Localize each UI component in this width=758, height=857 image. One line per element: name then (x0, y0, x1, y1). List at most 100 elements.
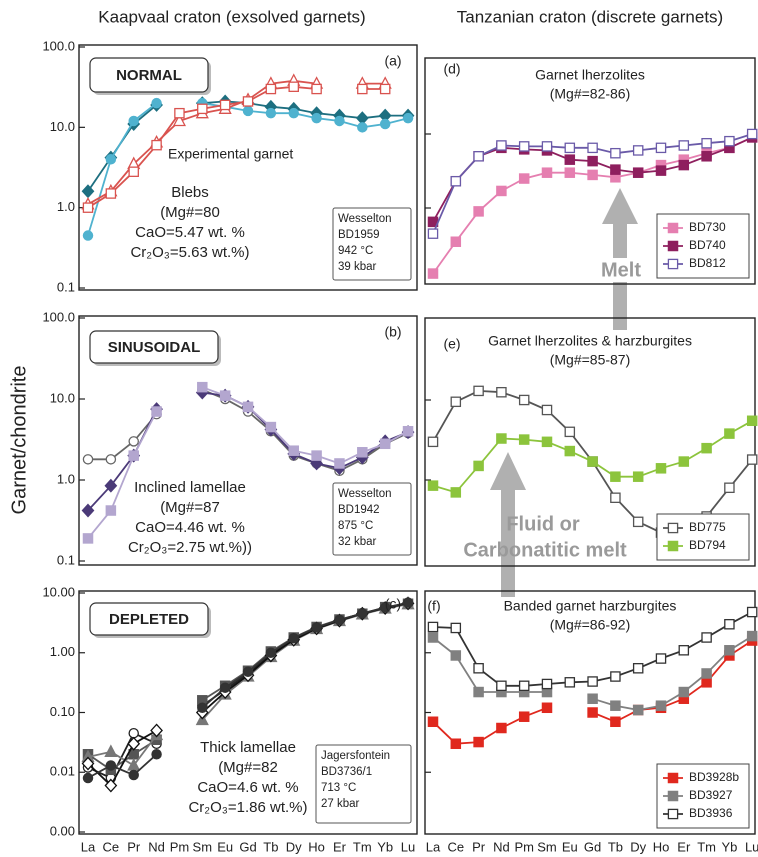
x-tick-label: Sm (193, 839, 213, 854)
data-point (496, 185, 507, 197)
x-tick-label: La (81, 839, 96, 854)
data-point (746, 630, 758, 642)
data-point (564, 677, 576, 688)
panel-label: SINUSOIDAL (108, 339, 201, 356)
data-point (265, 83, 277, 95)
data-point (379, 118, 391, 130)
data-point (265, 107, 277, 119)
data-point (427, 632, 439, 643)
panel-tag: (f) (427, 598, 440, 614)
data-point (82, 202, 94, 213)
x-tick-label: Ho (653, 839, 670, 854)
sample-box (332, 207, 412, 281)
data-point (701, 668, 712, 679)
x-tick-label: Eu (217, 839, 233, 854)
data-point (678, 159, 690, 171)
data-point (518, 141, 530, 152)
plot-frame (78, 44, 418, 291)
data-point (104, 778, 118, 793)
y-tick-label: 1.0 (57, 199, 75, 214)
x-tick-label: Pr (127, 839, 141, 854)
sample-box (332, 482, 412, 556)
y-tick-label: 100.0 (42, 309, 75, 324)
data-point (496, 140, 507, 151)
data-point (151, 749, 162, 760)
data-point (242, 666, 254, 678)
data-point (473, 151, 484, 162)
panel-label: NORMAL (116, 67, 182, 84)
x-tick-label: Tm (353, 839, 372, 854)
data-point (632, 471, 644, 482)
data-point (104, 744, 118, 757)
sample-info: 32 kbar (338, 536, 377, 548)
x-tick-label: Yb (377, 839, 393, 854)
data-point (242, 401, 254, 413)
data-point (564, 445, 576, 457)
panel-title: Garnet lherzolites (535, 67, 645, 83)
label-box (89, 602, 209, 636)
fluid-arrow (490, 452, 526, 597)
data-point (473, 206, 484, 217)
data-point (496, 680, 507, 692)
data-point (655, 463, 667, 474)
x-tick-label: Er (333, 839, 347, 854)
x-tick-label: Tb (263, 839, 278, 854)
data-point (427, 436, 439, 448)
panel: 0.00 0.01 0.10 1.00 10.00 La Ce Pr Nd Pm Sm Eu Gd Tb D… (42, 584, 418, 854)
arrow-label: Carbonatitic melt (463, 539, 627, 561)
note: (Mg#=80 (160, 204, 220, 221)
data-point (518, 434, 530, 445)
data-point (518, 680, 530, 692)
panel-tag: (e) (443, 336, 460, 352)
panel: (d) Garnet lherzolites (Mg#=82-86) BD730 BD7… (424, 57, 758, 285)
note: Thick lamellae (200, 739, 296, 756)
sample-info: 875 °C (338, 520, 373, 532)
x-tick-label: Tb (608, 839, 623, 854)
data-point (541, 141, 553, 152)
x-tick-label: Ho (308, 839, 325, 854)
note: (Mg#=87 (160, 499, 220, 516)
data-point (128, 166, 139, 177)
data-point (541, 436, 553, 448)
x-tick-label: Eu (562, 839, 578, 854)
data-point (288, 81, 299, 93)
data-point (587, 707, 598, 718)
column-title: Tanzanian craton (discrete garnets) (457, 7, 723, 26)
arrow-label: Fluid or (506, 513, 580, 535)
note: Inclined lamellae (134, 479, 246, 496)
legend-label: BD775 (689, 520, 726, 534)
data-point (265, 647, 277, 659)
data-point (82, 230, 94, 241)
data-point (587, 169, 598, 181)
x-tick-label: Nd (493, 839, 510, 854)
data-point (128, 450, 139, 461)
note: CaO=5.47 wt. % (135, 224, 245, 241)
y-tick-label: 10.00 (42, 584, 75, 599)
data-point (450, 175, 462, 187)
plot-frame (78, 315, 418, 566)
series-line (87, 386, 409, 539)
legend-label: BD3927 (689, 788, 733, 802)
plot-frame (424, 317, 756, 567)
y-tick-label: 0.00 (50, 823, 75, 838)
data-point (564, 426, 576, 438)
data-point (197, 702, 208, 714)
data-point (564, 154, 576, 165)
data-point (610, 700, 621, 711)
data-point (701, 442, 712, 454)
data-point (450, 622, 462, 634)
panel-title: Garnet lherzolites & harzburgites (488, 333, 692, 349)
legend-marker (667, 258, 679, 270)
data-point (105, 505, 117, 516)
note: Blebs (171, 184, 209, 201)
data-point (242, 96, 254, 107)
panel: 0.1 1.0 10.0 100.0 SINUSOIDAL (b) Inclined lam… (42, 309, 418, 567)
data-point (678, 686, 690, 698)
data-point (746, 454, 758, 465)
y-tick-label: 0.1 (57, 279, 75, 294)
y-tick-label: 10.0 (50, 390, 75, 405)
data-point (427, 716, 439, 728)
x-tick-label: Lu (401, 839, 415, 854)
data-point (288, 632, 299, 644)
y-tick-label: 1.0 (57, 471, 75, 486)
